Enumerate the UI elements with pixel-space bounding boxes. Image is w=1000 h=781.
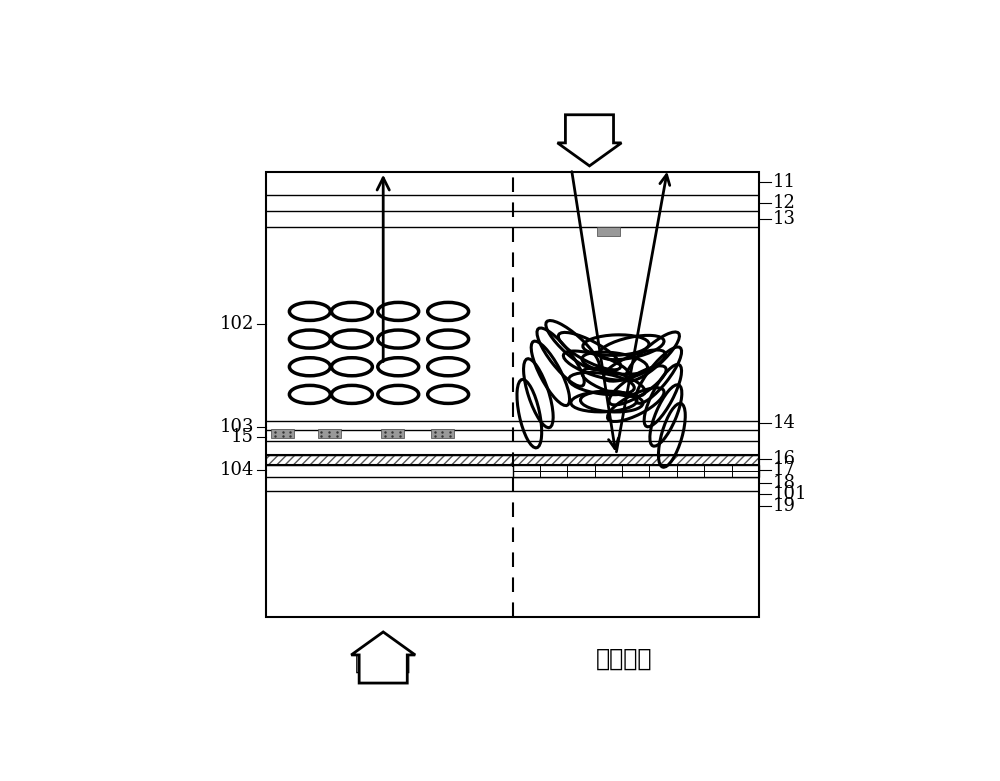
Text: 102: 102 bbox=[220, 315, 254, 333]
Text: 18: 18 bbox=[773, 474, 796, 492]
Bar bbox=[512, 465, 759, 476]
Text: 12: 12 bbox=[773, 194, 796, 212]
Text: 13: 13 bbox=[773, 210, 796, 228]
Bar bbox=[431, 430, 454, 438]
Text: 104: 104 bbox=[220, 461, 254, 480]
Bar bbox=[318, 430, 341, 438]
Bar bbox=[266, 172, 759, 617]
Text: 17: 17 bbox=[773, 461, 796, 480]
Polygon shape bbox=[557, 115, 621, 166]
Text: 14: 14 bbox=[773, 414, 796, 432]
Text: 101: 101 bbox=[773, 485, 807, 503]
Polygon shape bbox=[351, 632, 415, 683]
Text: 19: 19 bbox=[773, 497, 796, 515]
Bar bbox=[266, 455, 759, 465]
Text: 反射区域: 反射区域 bbox=[596, 647, 652, 671]
Text: 透射区域: 透射区域 bbox=[355, 650, 411, 674]
Text: 16: 16 bbox=[773, 451, 796, 469]
Text: 11: 11 bbox=[773, 173, 796, 191]
Text: 103: 103 bbox=[219, 419, 254, 437]
Bar bbox=[271, 430, 294, 438]
Bar bbox=[597, 226, 620, 236]
Text: 15: 15 bbox=[231, 428, 254, 446]
Bar bbox=[381, 430, 404, 438]
